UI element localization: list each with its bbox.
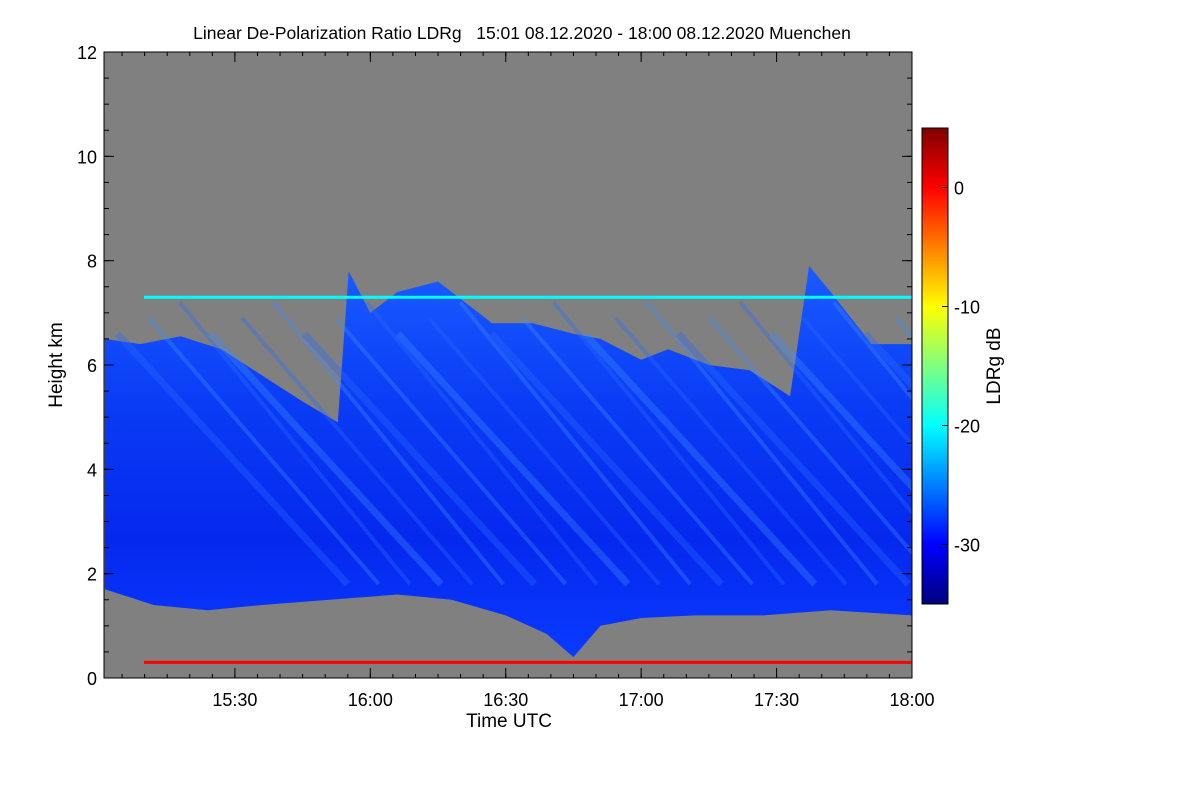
fall-streak — [147, 316, 381, 586]
fall-streak — [178, 301, 412, 586]
fall-streak — [334, 316, 568, 586]
fall-streak — [395, 331, 631, 587]
y-tick-label: 2 — [87, 565, 97, 585]
fall-streak — [582, 331, 818, 587]
fall-streak — [769, 331, 912, 492]
fall-streak — [208, 331, 444, 587]
fall-streak — [240, 316, 474, 586]
y-tick-label: 0 — [87, 669, 97, 689]
fall-streak — [645, 301, 879, 586]
colorbar-label: LDRg dB — [984, 327, 1005, 404]
colorbar: 0 -10 -20 -30 — [921, 127, 980, 605]
colorbar-tick-label: 0 — [954, 179, 964, 199]
fall-streak — [862, 331, 912, 390]
fall-streak — [801, 316, 912, 448]
fall-streak — [271, 301, 505, 586]
fall-streak — [458, 301, 692, 586]
fall-streak — [675, 331, 911, 587]
x-axis-label: Time UTC — [466, 711, 552, 732]
fall-streak — [707, 316, 912, 556]
y-axis-label: Height km — [46, 322, 67, 408]
x-tick-label: 16:30 — [483, 690, 528, 710]
fall-streak — [832, 301, 912, 402]
y-tick-label: 4 — [87, 460, 97, 480]
fall-streak — [301, 331, 537, 587]
colorbar-tick-label: -10 — [954, 298, 980, 318]
y-tick-label: 10 — [77, 147, 97, 167]
fall-streak — [552, 301, 786, 586]
fall-streak — [114, 331, 351, 587]
chart-title: Linear De-Polarization Ratio LDRg 15:01 … — [193, 23, 851, 43]
x-tick-label: 16:00 — [348, 690, 393, 710]
fall-streak — [488, 331, 724, 587]
x-tick-label: 17:00 — [619, 690, 664, 710]
colorbar-tick-label: -20 — [954, 417, 980, 437]
cloud-region — [104, 265, 912, 658]
y-tick-label: 12 — [77, 43, 97, 63]
x-tick-label: 15:30 — [212, 690, 257, 710]
axes: 15:30 16:00 16:30 17:00 17:30 18:00 0 2 4 6 8 10 12 — [77, 43, 935, 710]
x-tick-label: 18:00 — [889, 690, 934, 710]
y-tick-label: 8 — [87, 252, 97, 272]
colorbar-gradient — [921, 127, 949, 605]
fall-streak — [614, 316, 848, 586]
colorbar-tick-label: -30 — [954, 536, 980, 556]
y-tick-label: 6 — [87, 356, 97, 376]
cloud-layer — [104, 265, 912, 664]
fall-streak — [365, 301, 599, 586]
x-tick-label: 17:30 — [754, 690, 799, 710]
fall-streaks — [114, 301, 912, 587]
fall-streak — [738, 301, 912, 516]
fall-streak — [427, 316, 661, 586]
fall-streak — [520, 316, 754, 586]
